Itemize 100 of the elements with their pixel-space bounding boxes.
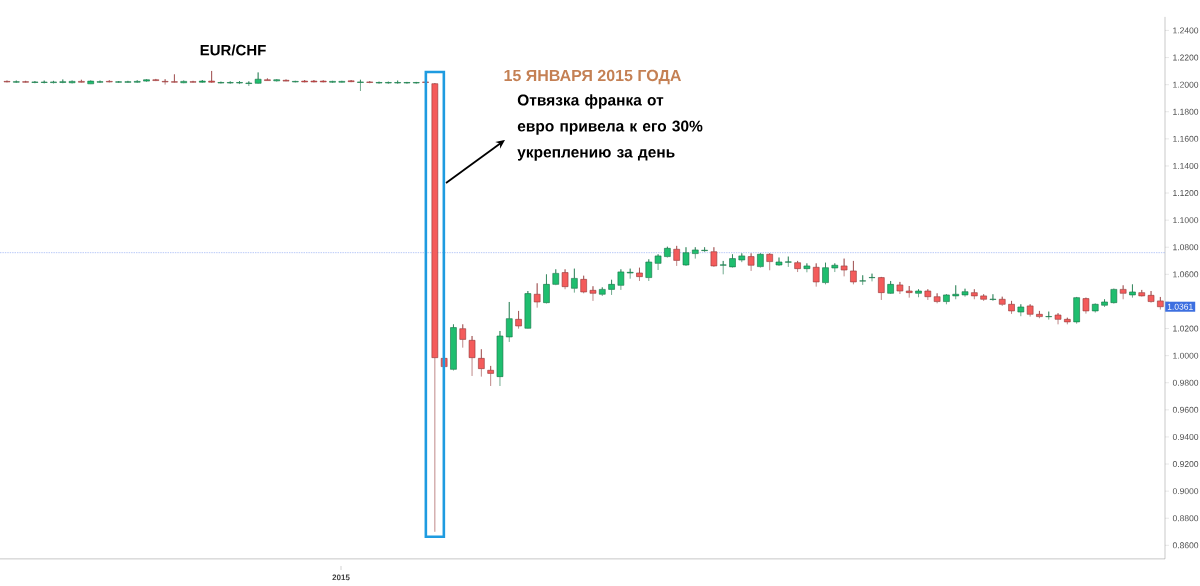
candlestick bbox=[59, 79, 67, 84]
candlestick bbox=[729, 253, 736, 268]
candlestick bbox=[1129, 284, 1136, 298]
candlestick bbox=[868, 273, 876, 282]
text: 2015 bbox=[332, 574, 350, 581]
candlestick bbox=[180, 80, 187, 84]
candlestick bbox=[980, 293, 987, 302]
candlestick bbox=[664, 246, 671, 258]
candlestick bbox=[487, 365, 494, 387]
candlestick bbox=[757, 253, 764, 268]
y-tick-label: 0.9200 bbox=[1172, 461, 1199, 468]
y-tick-label: 1.1400 bbox=[1173, 162, 1199, 169]
y-tick-label: 1.0200 bbox=[1173, 325, 1199, 332]
y-tick-label: 0.9400 bbox=[1172, 433, 1199, 440]
candlestick bbox=[217, 81, 225, 84]
candlestick bbox=[189, 80, 197, 84]
candlestick bbox=[822, 262, 829, 285]
candlestick bbox=[478, 348, 485, 377]
candlestick bbox=[431, 82, 439, 533]
candlestick bbox=[543, 274, 550, 304]
candlestick bbox=[273, 78, 280, 82]
candlestick bbox=[747, 253, 755, 272]
candlestick bbox=[905, 285, 913, 298]
candlestick bbox=[40, 80, 48, 84]
candlestick bbox=[505, 301, 513, 343]
candlestick bbox=[626, 268, 634, 279]
candlestick bbox=[989, 293, 997, 302]
candlestick bbox=[1091, 303, 1099, 313]
candlestick bbox=[738, 253, 746, 263]
y-tick-label: 1.0800 bbox=[1173, 244, 1199, 251]
candlestick bbox=[533, 282, 541, 308]
candlestick bbox=[515, 310, 522, 329]
candlestick bbox=[403, 81, 411, 85]
candlestick bbox=[50, 80, 57, 84]
candlestick bbox=[245, 81, 253, 87]
candlestick bbox=[329, 80, 336, 84]
candlestick bbox=[1045, 311, 1053, 320]
candlestick bbox=[524, 290, 532, 329]
y-tick-label: 1.1600 bbox=[1173, 135, 1199, 142]
y-tick-label: 0.9600 bbox=[1172, 406, 1199, 413]
candlestick bbox=[366, 80, 374, 84]
candlestick bbox=[292, 80, 299, 83]
candlestick bbox=[924, 288, 932, 301]
candlestick bbox=[561, 269, 569, 290]
candlestick bbox=[375, 81, 383, 85]
candlestick bbox=[896, 281, 904, 295]
candlestick bbox=[840, 258, 848, 277]
candlestick bbox=[589, 285, 597, 302]
candlestick bbox=[264, 78, 271, 82]
candlestick bbox=[412, 81, 420, 85]
candlestick bbox=[766, 253, 773, 271]
candlestick bbox=[347, 79, 355, 83]
candlestick bbox=[794, 260, 801, 273]
candlestick bbox=[803, 263, 811, 273]
annotation: Отвязка франка от евро привела к его 30% укреплению за день bbox=[517, 94, 703, 161]
candlestick bbox=[115, 80, 122, 84]
candlestick bbox=[301, 79, 308, 83]
candlestick bbox=[933, 293, 941, 304]
candlestick bbox=[106, 80, 113, 83]
y-tick-label: 1.2400 bbox=[1173, 27, 1199, 34]
candlestick bbox=[1110, 288, 1118, 304]
candlestick bbox=[171, 74, 178, 84]
candlestick bbox=[571, 268, 578, 293]
candlestick bbox=[1157, 296, 1164, 310]
candlestick bbox=[580, 275, 587, 294]
candlestick bbox=[161, 78, 169, 85]
candlestick bbox=[133, 80, 141, 84]
candlestick bbox=[319, 80, 327, 83]
candlestick bbox=[1026, 303, 1034, 317]
candlestick bbox=[3, 80, 11, 83]
candlestick bbox=[645, 259, 653, 282]
candlestick bbox=[496, 330, 504, 387]
candlestick bbox=[96, 80, 104, 84]
candlestick bbox=[636, 267, 643, 282]
candlestick bbox=[1008, 300, 1015, 315]
candlestick bbox=[282, 79, 290, 82]
candlestick bbox=[199, 79, 206, 84]
candlestick bbox=[654, 253, 662, 271]
candlestick bbox=[552, 269, 560, 286]
candlestick bbox=[785, 256, 792, 268]
candlestick bbox=[859, 274, 866, 286]
candlestick bbox=[1064, 317, 1071, 325]
candlestick bbox=[673, 245, 680, 267]
candlestick bbox=[338, 80, 346, 84]
candlestick bbox=[961, 288, 969, 297]
candlestick bbox=[124, 80, 132, 84]
candlestick bbox=[1073, 296, 1080, 324]
candlestick bbox=[682, 246, 690, 267]
candlestick bbox=[226, 81, 234, 85]
candlestick bbox=[78, 79, 85, 84]
candlestick bbox=[459, 324, 467, 348]
y-tick-label: 1.1000 bbox=[1173, 217, 1199, 224]
y-tick-label: 1.1200 bbox=[1173, 190, 1199, 197]
candlestick bbox=[68, 80, 76, 84]
candlestick bbox=[357, 79, 364, 92]
annotation: 1.0361 bbox=[1167, 303, 1193, 310]
candlestick bbox=[887, 280, 894, 295]
y-tick-label: 0.9000 bbox=[1172, 488, 1199, 495]
candlestick bbox=[1054, 312, 1062, 325]
candlestick bbox=[87, 80, 94, 85]
